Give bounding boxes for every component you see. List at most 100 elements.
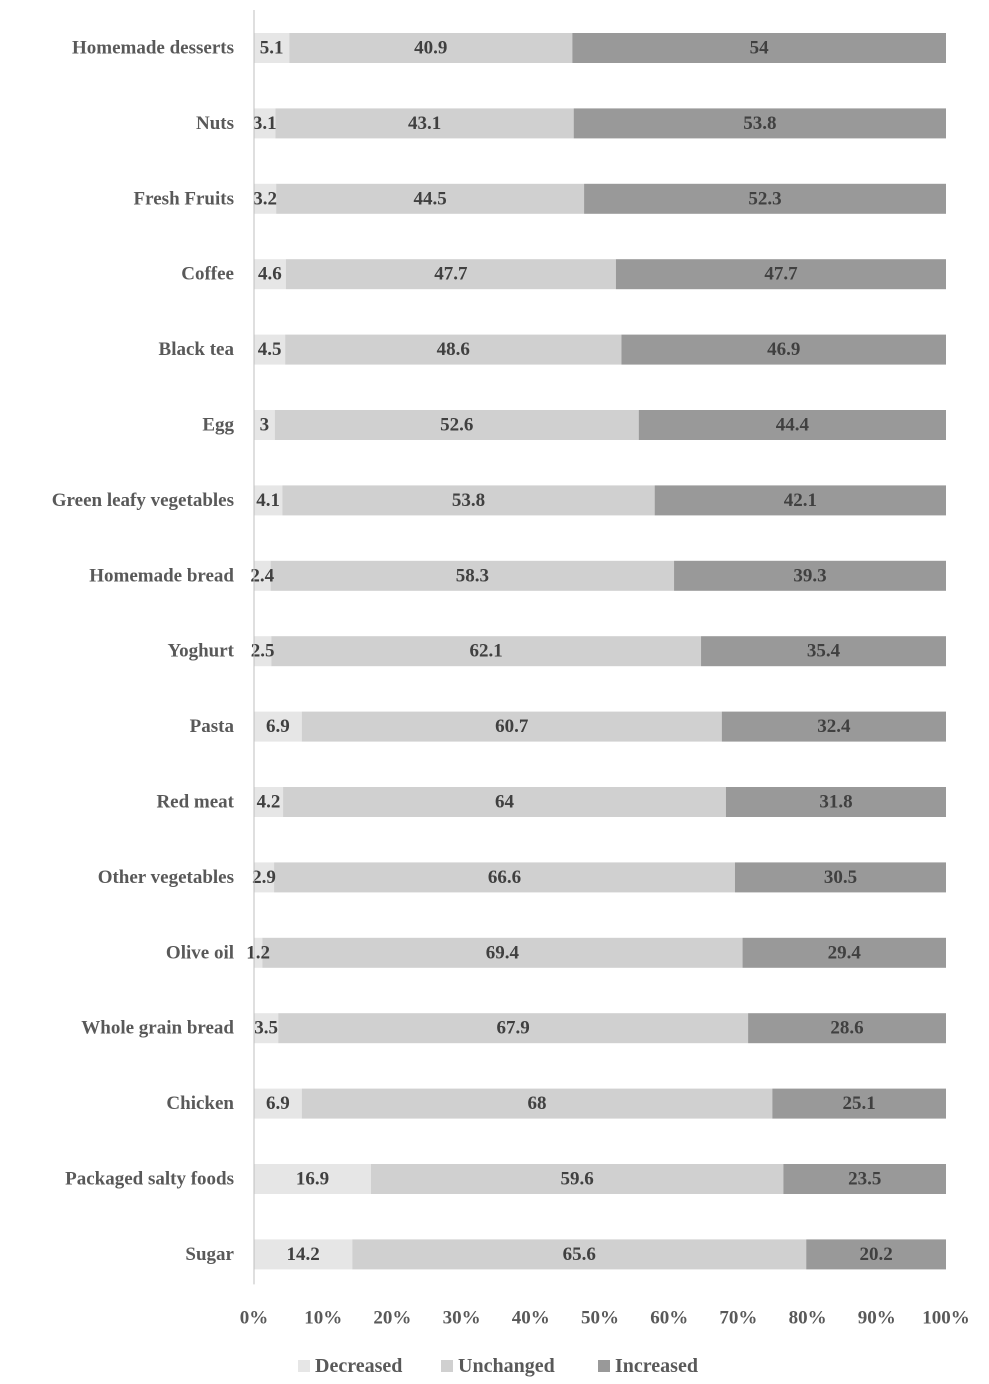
data-label-decreased-egg: 3: [260, 415, 270, 436]
bar-unchanged-nuts: [275, 108, 574, 139]
x-tick-label-30: 30%: [443, 1308, 481, 1329]
category-label-homemade-desserts: Homemade desserts: [72, 38, 234, 59]
data-label-unchanged-yoghurt: 62.1: [470, 641, 503, 662]
data-label-increased-olive-oil: 29.4: [828, 942, 862, 963]
data-label-unchanged-fresh-fruits: 44.5: [413, 188, 446, 209]
bar-increased-nuts: [573, 108, 946, 139]
data-label-unchanged-homemade-desserts: 40.9: [414, 38, 447, 59]
bar-unchanged-packaged-salty-foods: [370, 1164, 784, 1194]
data-label-unchanged-sugar: 65.6: [563, 1244, 596, 1265]
bar-increased-olive-oil: [742, 937, 946, 968]
category-labels-layer: Homemade desserts Nuts Fresh Fruits Coffee B…: [52, 38, 235, 1265]
data-label-decreased-homemade-desserts: 5.1: [260, 38, 284, 59]
bar-unchanged-pasta: [301, 711, 722, 742]
data-label-increased-black-tea: 46.9: [767, 339, 800, 360]
data-label-decreased-yoghurt: 2.5: [251, 641, 275, 662]
bar-increased-coffee: [615, 259, 946, 290]
bar-unchanged-olive-oil: [262, 937, 743, 968]
data-label-unchanged-nuts: 43.1: [408, 113, 441, 134]
data-label-decreased-fresh-fruits: 3.2: [253, 188, 277, 209]
category-label-chicken: Chicken: [166, 1093, 234, 1114]
bar-increased-chicken: [772, 1088, 946, 1119]
data-label-decreased-packaged-salty-foods: 16.9: [296, 1169, 329, 1190]
data-label-decreased-whole-grain-bread: 3.5: [254, 1018, 278, 1039]
x-tick-label-50: 50%: [581, 1308, 619, 1329]
bar-increased-yoghurt: [701, 636, 946, 667]
category-label-nuts: Nuts: [196, 113, 234, 134]
category-label-sugar: Sugar: [185, 1244, 234, 1265]
legend-swatch-decreased: [298, 1360, 310, 1372]
x-tick-label-90: 90%: [858, 1308, 896, 1329]
bar-unchanged-coffee: [285, 259, 616, 290]
legend-label-unchanged: Unchanged: [458, 1355, 555, 1377]
data-label-increased-nuts: 53.8: [743, 113, 776, 134]
category-label-black-tea: Black tea: [159, 339, 235, 360]
category-label-yoghurt: Yoghurt: [167, 641, 234, 662]
x-tick-label-60: 60%: [650, 1308, 688, 1329]
legend-swatch-unchanged: [441, 1360, 453, 1372]
bar-decreased-olive-oil: [254, 937, 263, 968]
bar-unchanged-yoghurt: [271, 636, 702, 667]
bar-decreased-other-vegetables: [254, 862, 275, 893]
category-label-egg: Egg: [202, 415, 234, 436]
bar-unchanged-homemade-desserts: [289, 33, 573, 63]
bar-decreased-egg: [254, 410, 275, 440]
bar-unchanged-red-meat: [283, 787, 726, 817]
bar-increased-other-vegetables: [734, 862, 946, 893]
data-label-increased-egg: 44.4: [776, 415, 810, 436]
data-label-unchanged-whole-grain-bread: 67.9: [497, 1018, 530, 1039]
data-label-decreased-green-leafy-vegetables: 4.1: [256, 490, 280, 511]
bar-decreased-sugar: [254, 1239, 353, 1270]
legend-swatch-increased: [598, 1360, 610, 1372]
bar-unchanged-egg: [274, 410, 639, 440]
data-label-increased-red-meat: 31.8: [819, 792, 852, 813]
x-axis: 0% 10% 20% 30% 40% 50% 60% 70% 80% 90% 100%: [240, 10, 970, 1329]
bar-increased-homemade-desserts: [572, 33, 946, 63]
bar-decreased-red-meat: [254, 787, 284, 817]
bar-unchanged-chicken: [301, 1088, 773, 1119]
data-label-increased-pasta: 32.4: [817, 716, 851, 737]
x-tick-label-40: 40%: [512, 1308, 550, 1329]
data-label-increased-homemade-bread: 39.3: [793, 565, 826, 586]
legend-label-decreased: Decreased: [315, 1355, 402, 1377]
x-tick-label-0: 0%: [240, 1308, 269, 1329]
data-label-decreased-chicken: 6.9: [266, 1093, 290, 1114]
bar-decreased-chicken: [254, 1088, 302, 1119]
category-label-coffee: Coffee: [181, 264, 234, 285]
bar-increased-black-tea: [621, 334, 946, 365]
bar-unchanged-fresh-fruits: [276, 183, 585, 214]
bar-decreased-homemade-bread: [254, 560, 271, 591]
x-tick-label-10: 10%: [304, 1308, 342, 1329]
data-label-unchanged-black-tea: 48.6: [437, 339, 470, 360]
data-label-decreased-pasta: 6.9: [266, 716, 290, 737]
data-label-decreased-red-meat: 4.2: [257, 792, 281, 813]
data-label-decreased-coffee: 4.6: [258, 264, 282, 285]
data-label-decreased-olive-oil: 1.2: [246, 942, 270, 963]
x-tick-label-80: 80%: [789, 1308, 827, 1329]
bar-decreased-packaged-salty-foods: [254, 1164, 371, 1194]
bar-increased-fresh-fruits: [584, 183, 946, 214]
bar-unchanged-green-leafy-vegetables: [282, 485, 655, 516]
data-label-increased-sugar: 20.2: [859, 1244, 892, 1265]
bars-layer: [254, 33, 946, 1270]
bar-increased-sugar: [806, 1239, 946, 1270]
bar-increased-packaged-salty-foods: [783, 1164, 946, 1194]
bar-decreased-fresh-fruits: [254, 183, 277, 214]
data-label-decreased-nuts: 3.1: [253, 113, 277, 134]
data-label-unchanged-egg: 52.6: [440, 415, 473, 436]
x-tick-label-70: 70%: [719, 1308, 757, 1329]
bar-decreased-nuts: [254, 108, 276, 139]
data-label-increased-yoghurt: 35.4: [807, 641, 841, 662]
bar-increased-whole-grain-bread: [748, 1013, 946, 1044]
data-label-unchanged-coffee: 47.7: [434, 264, 468, 285]
bar-increased-red-meat: [725, 787, 946, 817]
data-label-increased-fresh-fruits: 52.3: [748, 188, 781, 209]
data-label-increased-other-vegetables: 30.5: [824, 867, 857, 888]
category-label-homemade-bread: Homemade bread: [89, 565, 234, 586]
bar-unchanged-sugar: [352, 1239, 807, 1270]
data-label-unchanged-green-leafy-vegetables: 53.8: [452, 490, 485, 511]
data-label-increased-coffee: 47.7: [764, 264, 798, 285]
data-label-increased-packaged-salty-foods: 23.5: [848, 1169, 881, 1190]
